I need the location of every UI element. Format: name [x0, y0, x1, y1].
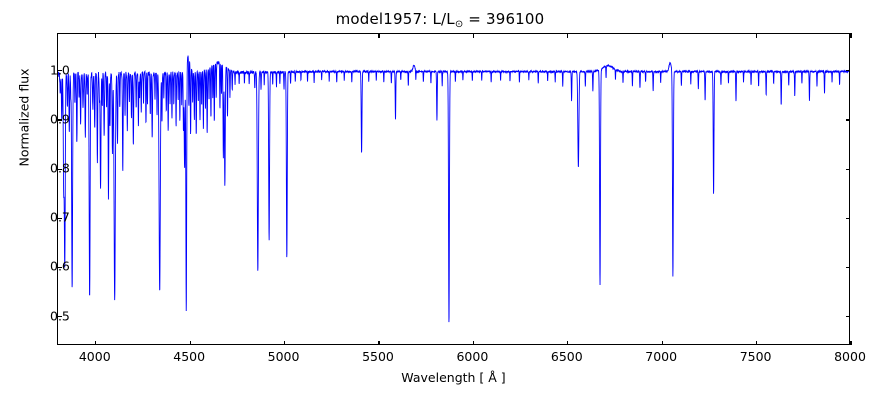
- y-tick-mark: [57, 217, 62, 219]
- x-tick-label: 6000: [456, 349, 489, 364]
- y-tick-mark: [845, 119, 850, 121]
- x-tick-mark: [755, 340, 758, 345]
- x-tick-label: 8000: [834, 349, 866, 364]
- x-tick-mark: [378, 33, 380, 38]
- y-tick-label: 0.5: [50, 308, 70, 324]
- x-tick-mark: [850, 340, 852, 345]
- y-tick-label: 0.8: [50, 160, 70, 176]
- x-tick-label: 4000: [78, 349, 111, 364]
- plot-axes: [57, 33, 852, 345]
- x-tick-mark: [850, 33, 852, 38]
- y-tick-label: 1.0: [50, 62, 70, 78]
- x-tick-mark: [95, 340, 97, 345]
- x-tick-mark: [755, 33, 758, 38]
- x-tick-mark: [567, 340, 569, 345]
- x-tick-label: 7500: [739, 349, 772, 364]
- x-tick-mark: [567, 33, 569, 38]
- x-axis-label: Wavelength [ Å ]: [401, 370, 506, 385]
- y-tick-mark: [57, 315, 62, 318]
- plot-title: model1957: L/L⊙ = 396100: [0, 10, 880, 30]
- y-tick-mark: [845, 168, 850, 170]
- x-tick-mark: [95, 33, 97, 38]
- y-tick-mark: [57, 119, 62, 121]
- y-tick-label: 0.9: [50, 111, 70, 127]
- x-tick-label: 5000: [267, 349, 300, 364]
- x-tick-label: 5500: [362, 349, 394, 364]
- spectrum-line: [58, 56, 849, 323]
- y-tick-label: 0.6: [50, 258, 70, 274]
- x-tick-mark: [661, 340, 663, 345]
- x-tick-mark: [472, 33, 474, 38]
- x-tick-mark: [472, 340, 474, 345]
- solar-symbol-subscript: ⊙: [454, 19, 464, 31]
- y-tick-mark: [57, 168, 62, 170]
- x-tick-mark: [378, 340, 380, 345]
- x-tick-mark: [189, 33, 191, 38]
- x-tick-mark: [189, 340, 191, 345]
- x-tick-mark: [661, 33, 663, 38]
- plot-title-prefix: model1957: L/L: [335, 10, 455, 28]
- y-axis-label: Normalized flux: [16, 68, 32, 167]
- spectrum-plot-area: [58, 34, 849, 344]
- x-tick-mark: [283, 340, 286, 345]
- y-tick-mark: [57, 266, 62, 268]
- y-tick-mark: [845, 217, 850, 219]
- y-tick-mark: [57, 70, 62, 72]
- y-tick-mark: [845, 266, 850, 268]
- y-tick-mark: [845, 70, 850, 72]
- x-tick-label: 4500: [173, 349, 206, 364]
- x-tick-mark: [283, 33, 286, 38]
- plot-title-suffix: = 396100: [463, 10, 545, 28]
- x-tick-label: 7000: [645, 349, 678, 364]
- x-tick-label: 6500: [550, 349, 583, 364]
- y-tick-mark: [845, 315, 850, 318]
- y-tick-label: 0.7: [50, 209, 70, 225]
